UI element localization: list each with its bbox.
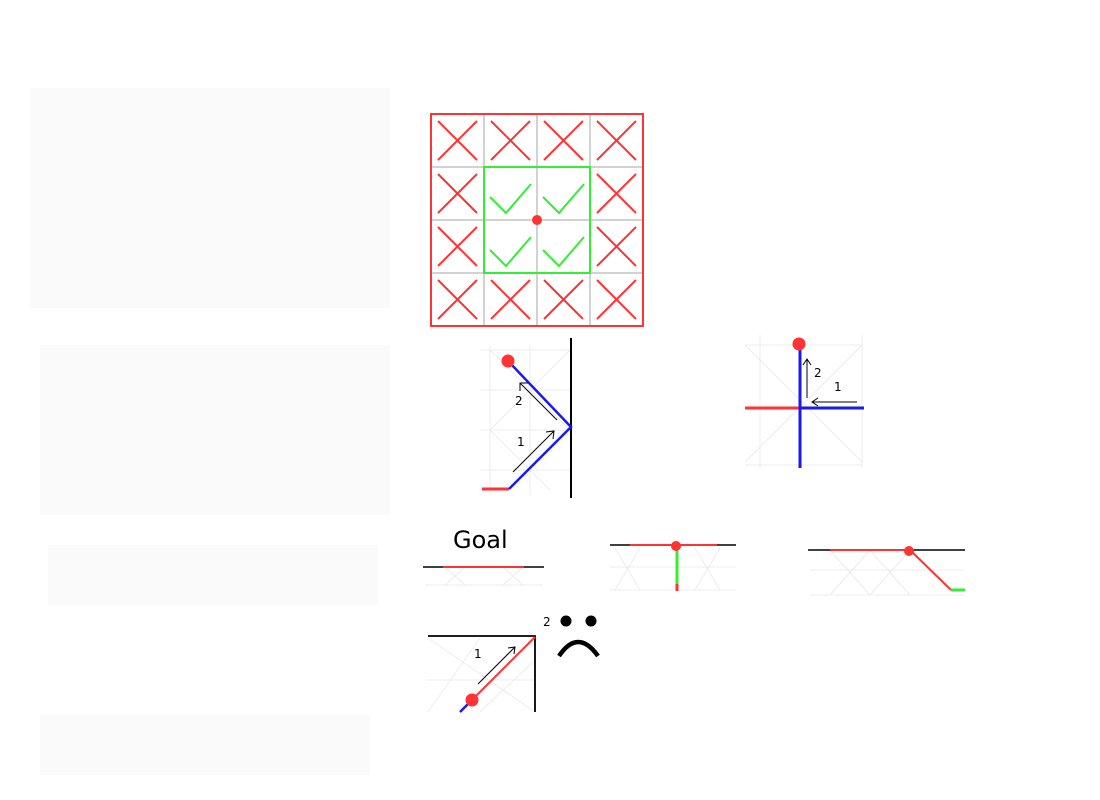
step-label-2: 2 <box>543 615 551 629</box>
cross-icon <box>596 226 637 267</box>
position-marker <box>501 354 515 368</box>
step-arrow-1 <box>512 430 555 473</box>
step-arrow-2 <box>519 382 558 421</box>
cross-icon <box>490 120 531 161</box>
faint-grid <box>610 547 736 591</box>
cross-icon <box>490 279 531 320</box>
sad-face-icon <box>557 615 600 658</box>
check-icon <box>542 236 585 268</box>
position-marker <box>904 546 914 556</box>
faint-background-strip-2 <box>40 345 390 515</box>
cross-icon <box>596 173 637 214</box>
panel-wall-bounce: 1 2 <box>480 338 573 498</box>
goal-label: Goal <box>453 526 508 554</box>
panel-slide-down <box>808 546 965 596</box>
panel-corner-turn: 1 2 <box>744 335 864 468</box>
bounce-path <box>508 361 573 490</box>
cross-icon <box>437 226 478 267</box>
step-label-2: 2 <box>515 394 523 408</box>
faint-background-strip-4 <box>40 715 370 775</box>
cross-icon <box>543 279 584 320</box>
slide-path <box>909 549 952 591</box>
cross-icon <box>437 279 478 320</box>
position-marker <box>671 541 681 551</box>
grid-cell <box>483 166 538 221</box>
cross-icon <box>437 173 478 214</box>
valid-region-outline <box>483 166 591 274</box>
step-arrow-1 <box>477 646 516 685</box>
panel-drop-down <box>610 541 736 591</box>
grid-outline <box>430 113 644 327</box>
position-marker <box>465 693 479 707</box>
diagonal-path <box>471 636 536 701</box>
step-arrow-1 <box>811 397 857 407</box>
faint-grid <box>744 335 863 468</box>
faint-grid <box>425 566 543 586</box>
faint-grid <box>810 549 964 596</box>
center-point <box>532 215 542 225</box>
faint-background-strip-1 <box>30 88 390 308</box>
grid-cell <box>536 166 591 221</box>
step-label-1: 1 <box>474 647 482 661</box>
position-marker <box>792 337 806 351</box>
grid-panel <box>430 113 644 327</box>
panel-goal: Goal <box>423 526 544 586</box>
step-label-1: 1 <box>834 380 842 394</box>
faint-grid <box>480 345 571 495</box>
grid-cell <box>536 219 591 274</box>
cross-icon <box>437 120 478 161</box>
check-icon <box>489 183 532 215</box>
faint-background-strip-3 <box>48 545 378 605</box>
check-icon <box>489 236 532 268</box>
corner-walls <box>428 635 536 712</box>
cross-icon <box>596 279 637 320</box>
step-label-2: 2 <box>814 366 822 380</box>
grid-cell <box>483 219 538 274</box>
check-icon <box>542 183 585 215</box>
step-arrow-2 <box>802 358 812 398</box>
panel-sad: 1 2 <box>427 615 600 713</box>
cross-icon <box>596 120 637 161</box>
cross-icon <box>543 120 584 161</box>
step-label-1: 1 <box>517 435 525 449</box>
